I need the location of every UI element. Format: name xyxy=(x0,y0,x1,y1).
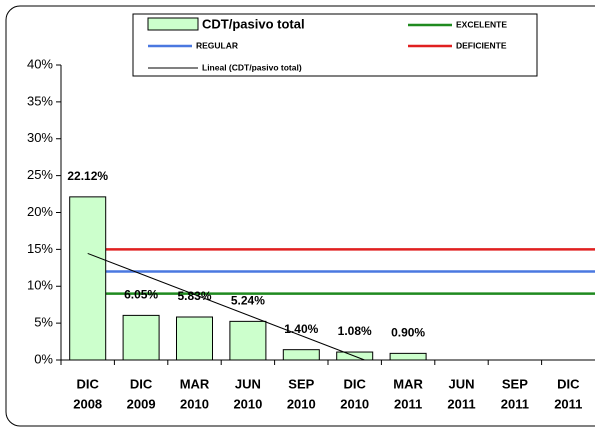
bar xyxy=(389,352,427,361)
x-tick-label: DIC xyxy=(77,376,100,391)
x-tick-label: 2010 xyxy=(287,396,316,411)
data-label: 1.40% xyxy=(284,322,318,336)
legend-label: DEFICIENTE xyxy=(456,40,507,50)
x-tick-label: 2011 xyxy=(394,396,422,411)
x-tick-label: DIC xyxy=(557,376,580,391)
x-tick-label: JUN xyxy=(235,376,261,391)
bar xyxy=(122,314,160,361)
data-label: 0.90% xyxy=(391,326,425,340)
trend-line xyxy=(87,252,365,361)
x-tick-label: DIC xyxy=(130,376,153,391)
y-tick-label: 40% xyxy=(27,56,53,71)
x-tick-label: 2009 xyxy=(127,396,156,411)
x-tick-label: 2010 xyxy=(180,396,209,411)
data-label: 5.83% xyxy=(177,289,211,303)
bar xyxy=(229,320,267,361)
legend-swatch xyxy=(147,17,199,31)
y-tick-label: 5% xyxy=(34,315,53,330)
bar xyxy=(282,349,320,361)
y-tick-label: 20% xyxy=(27,204,53,219)
legend-label: REGULAR xyxy=(196,40,238,50)
x-tick-label: 2010 xyxy=(233,396,262,411)
y-tick-label: 30% xyxy=(27,130,53,145)
y-tick-label: 25% xyxy=(27,167,53,182)
legend-label: EXCELENTE xyxy=(456,19,507,29)
bar xyxy=(69,196,107,361)
x-tick-label: SEP xyxy=(288,376,314,391)
bar xyxy=(176,316,213,361)
y-tick-label: 0% xyxy=(34,351,53,366)
data-label: 6.05% xyxy=(124,288,158,302)
x-tick-label: 2010 xyxy=(340,396,369,411)
x-tick-label: 2011 xyxy=(554,396,582,411)
legend-label: CDT/pasivo total xyxy=(202,16,305,31)
x-tick-label: MAR xyxy=(393,376,423,391)
y-tick-label: 35% xyxy=(27,93,53,108)
data-label: 1.08% xyxy=(338,324,372,338)
y-tick-label: 10% xyxy=(27,278,53,293)
legend-label: Lineal (CDT/pasivo total) xyxy=(202,62,302,72)
x-tick-label: 2011 xyxy=(501,396,529,411)
x-tick-label: JUN xyxy=(448,376,474,391)
data-label: 22.12% xyxy=(67,169,108,183)
x-tick-label: MAR xyxy=(180,376,210,391)
x-tick-label: DIC xyxy=(344,376,367,391)
x-tick-label: 2011 xyxy=(447,396,475,411)
x-tick-label: SEP xyxy=(502,376,528,391)
legend-box xyxy=(132,13,538,77)
x-tick-label: 2008 xyxy=(73,396,102,411)
data-label: 5.24% xyxy=(231,294,265,308)
y-tick-label: 15% xyxy=(27,241,53,256)
